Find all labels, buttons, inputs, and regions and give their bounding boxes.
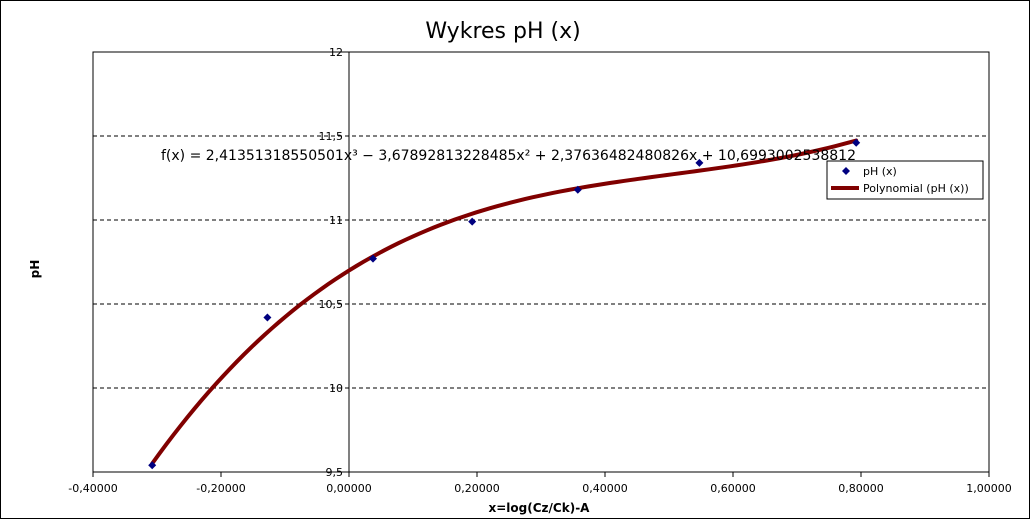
- plot-area: [92, 51, 990, 473]
- x-axis-title: x=log(Cz/Ck)-A: [489, 501, 591, 515]
- y-tick-label: 9,5: [326, 466, 344, 479]
- y-axis-title: pH: [28, 260, 42, 279]
- legend: pH (x) Polynomial (pH (x)): [826, 160, 984, 200]
- legend-box: [826, 160, 984, 200]
- legend-marker-points: [842, 167, 850, 175]
- polynomial-trendline: [150, 138, 859, 466]
- y-tick-label: 10,5: [319, 298, 344, 311]
- trendline-equation: f(x) = 2,41351318550501x³ − 3,6789281322…: [161, 148, 856, 164]
- data-point: [695, 158, 704, 167]
- x-tick-label: 0,80000: [838, 482, 884, 495]
- data-point: [852, 138, 861, 147]
- x-tick-label: -0,40000: [68, 482, 117, 495]
- x-axis-ticks: -0,40000 -0,20000 0,00000 0,20000 0,40000 0,6…: [68, 472, 1012, 495]
- y-tick-label: 12: [329, 46, 343, 59]
- x-tick-label: 0,00000: [326, 482, 372, 495]
- data-point: [148, 461, 157, 470]
- data-point: [573, 185, 582, 194]
- x-tick-label: 0,20000: [454, 482, 500, 495]
- x-tick-label: 1,00000: [966, 482, 1012, 495]
- grid-lines: [93, 135, 989, 389]
- y-tick-label: 11: [329, 214, 343, 227]
- chart-title: Wykres pH (x): [425, 19, 580, 44]
- x-tick-label: -0,20000: [196, 482, 245, 495]
- data-points: [148, 138, 861, 470]
- legend-label-trendline: Polynomial (pH (x)): [863, 182, 969, 195]
- x-tick-label: 0,60000: [710, 482, 756, 495]
- y-tick-label: 10: [329, 382, 343, 395]
- x-tick-label: 0,40000: [582, 482, 628, 495]
- data-point: [369, 254, 377, 263]
- legend-label-points: pH (x): [863, 165, 897, 178]
- y-axis-ticks: 9,5 10 10,5 11 11,5 12: [319, 46, 349, 479]
- data-point: [468, 217, 477, 226]
- data-point: [263, 313, 272, 322]
- y-tick-label: 11,5: [319, 130, 344, 143]
